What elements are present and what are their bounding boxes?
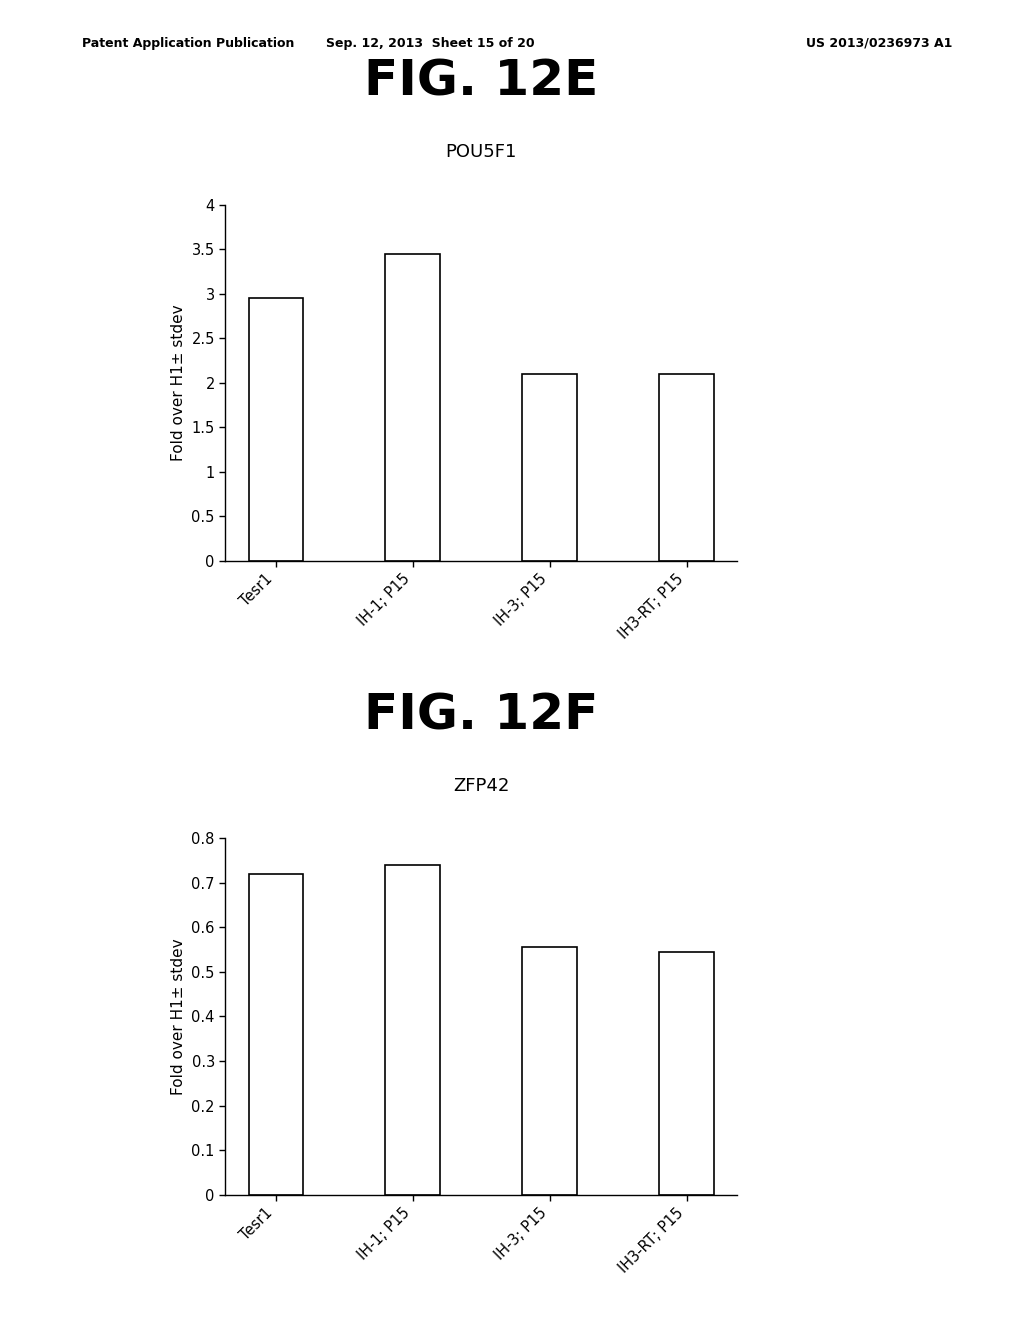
Bar: [385, 253, 440, 561]
Text: POU5F1: POU5F1: [445, 143, 517, 161]
Bar: [522, 374, 578, 561]
Y-axis label: Fold over H1± stdev: Fold over H1± stdev: [171, 305, 186, 461]
Text: FIG. 12F: FIG. 12F: [365, 692, 598, 739]
Y-axis label: Fold over H1± stdev: Fold over H1± stdev: [171, 939, 185, 1094]
Bar: [249, 874, 303, 1195]
Text: Sep. 12, 2013  Sheet 15 of 20: Sep. 12, 2013 Sheet 15 of 20: [326, 37, 535, 50]
Bar: [385, 865, 440, 1195]
Text: FIG. 12E: FIG. 12E: [365, 58, 598, 106]
Text: Patent Application Publication: Patent Application Publication: [82, 37, 294, 50]
Bar: [659, 374, 714, 561]
Text: US 2013/0236973 A1: US 2013/0236973 A1: [806, 37, 952, 50]
Text: ZFP42: ZFP42: [453, 776, 510, 795]
Bar: [249, 298, 303, 561]
Bar: [522, 948, 578, 1195]
Bar: [659, 952, 714, 1195]
